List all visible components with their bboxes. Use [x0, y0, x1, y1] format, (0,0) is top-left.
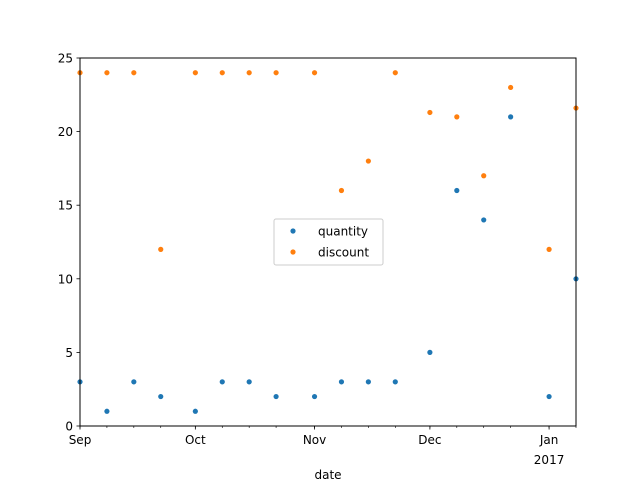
y-tick-label: 10	[58, 272, 73, 286]
x-tick-label: Sep	[69, 433, 92, 447]
x-tick-sublabel: 2017	[534, 453, 565, 467]
discount-point	[311, 70, 318, 76]
x-axis-label: date	[314, 468, 341, 480]
discount-point	[338, 187, 345, 194]
quantity-point	[158, 393, 164, 400]
y-tick-label: 5	[65, 346, 73, 360]
discount-point	[454, 114, 460, 120]
y-tick-label: 0	[65, 420, 73, 434]
quantity-point	[131, 379, 137, 385]
quantity-point	[427, 349, 433, 355]
x-tick-label: Dec	[418, 433, 441, 447]
discount-point	[246, 70, 252, 76]
discount-point	[158, 246, 164, 252]
legend-marker-discount	[290, 249, 296, 255]
quantity-point	[192, 408, 198, 414]
plot-frame	[79, 57, 577, 427]
legend-marker-quantity	[290, 228, 296, 234]
x-tick-label: Oct	[185, 433, 206, 447]
legend-label-discount: discount	[318, 246, 369, 260]
legend-box	[273, 218, 384, 266]
quantity-point	[104, 408, 110, 414]
discount-point	[427, 109, 433, 116]
quantity-point	[338, 379, 345, 385]
y-tick-label: 15	[58, 199, 73, 213]
x-axis: Sep Oct Nov Dec Jan 2017	[69, 426, 577, 467]
discount-point	[219, 70, 225, 76]
discount-point	[131, 70, 137, 76]
x-tick-label: Nov	[303, 433, 326, 447]
quantity-point	[392, 379, 398, 385]
quantity-point	[508, 114, 514, 120]
y-tick-label: 25	[58, 52, 73, 66]
quantity-point	[246, 379, 252, 385]
y-axis: 0 5 10 15 20 25	[58, 52, 80, 434]
quantity-point	[481, 217, 487, 223]
discount-point	[365, 158, 371, 164]
x-tick-label: Jan	[539, 433, 559, 447]
discount-point	[273, 70, 279, 76]
series-quantity	[77, 114, 579, 414]
quantity-point	[365, 379, 371, 385]
discount-point	[546, 246, 552, 252]
discount-point	[392, 70, 398, 76]
legend-label-quantity: quantity	[318, 225, 368, 239]
quantity-point	[311, 393, 318, 400]
y-tick-label: 20	[58, 125, 73, 139]
quantity-point	[273, 393, 279, 400]
legend: quantity discount	[273, 218, 384, 266]
quantity-point	[546, 393, 552, 400]
quantity-point	[454, 187, 460, 194]
discount-point	[192, 70, 198, 76]
discount-point	[104, 70, 110, 76]
points-layer	[77, 70, 579, 414]
quantity-point	[219, 379, 225, 385]
discount-point	[481, 173, 487, 179]
discount-point	[508, 84, 514, 91]
